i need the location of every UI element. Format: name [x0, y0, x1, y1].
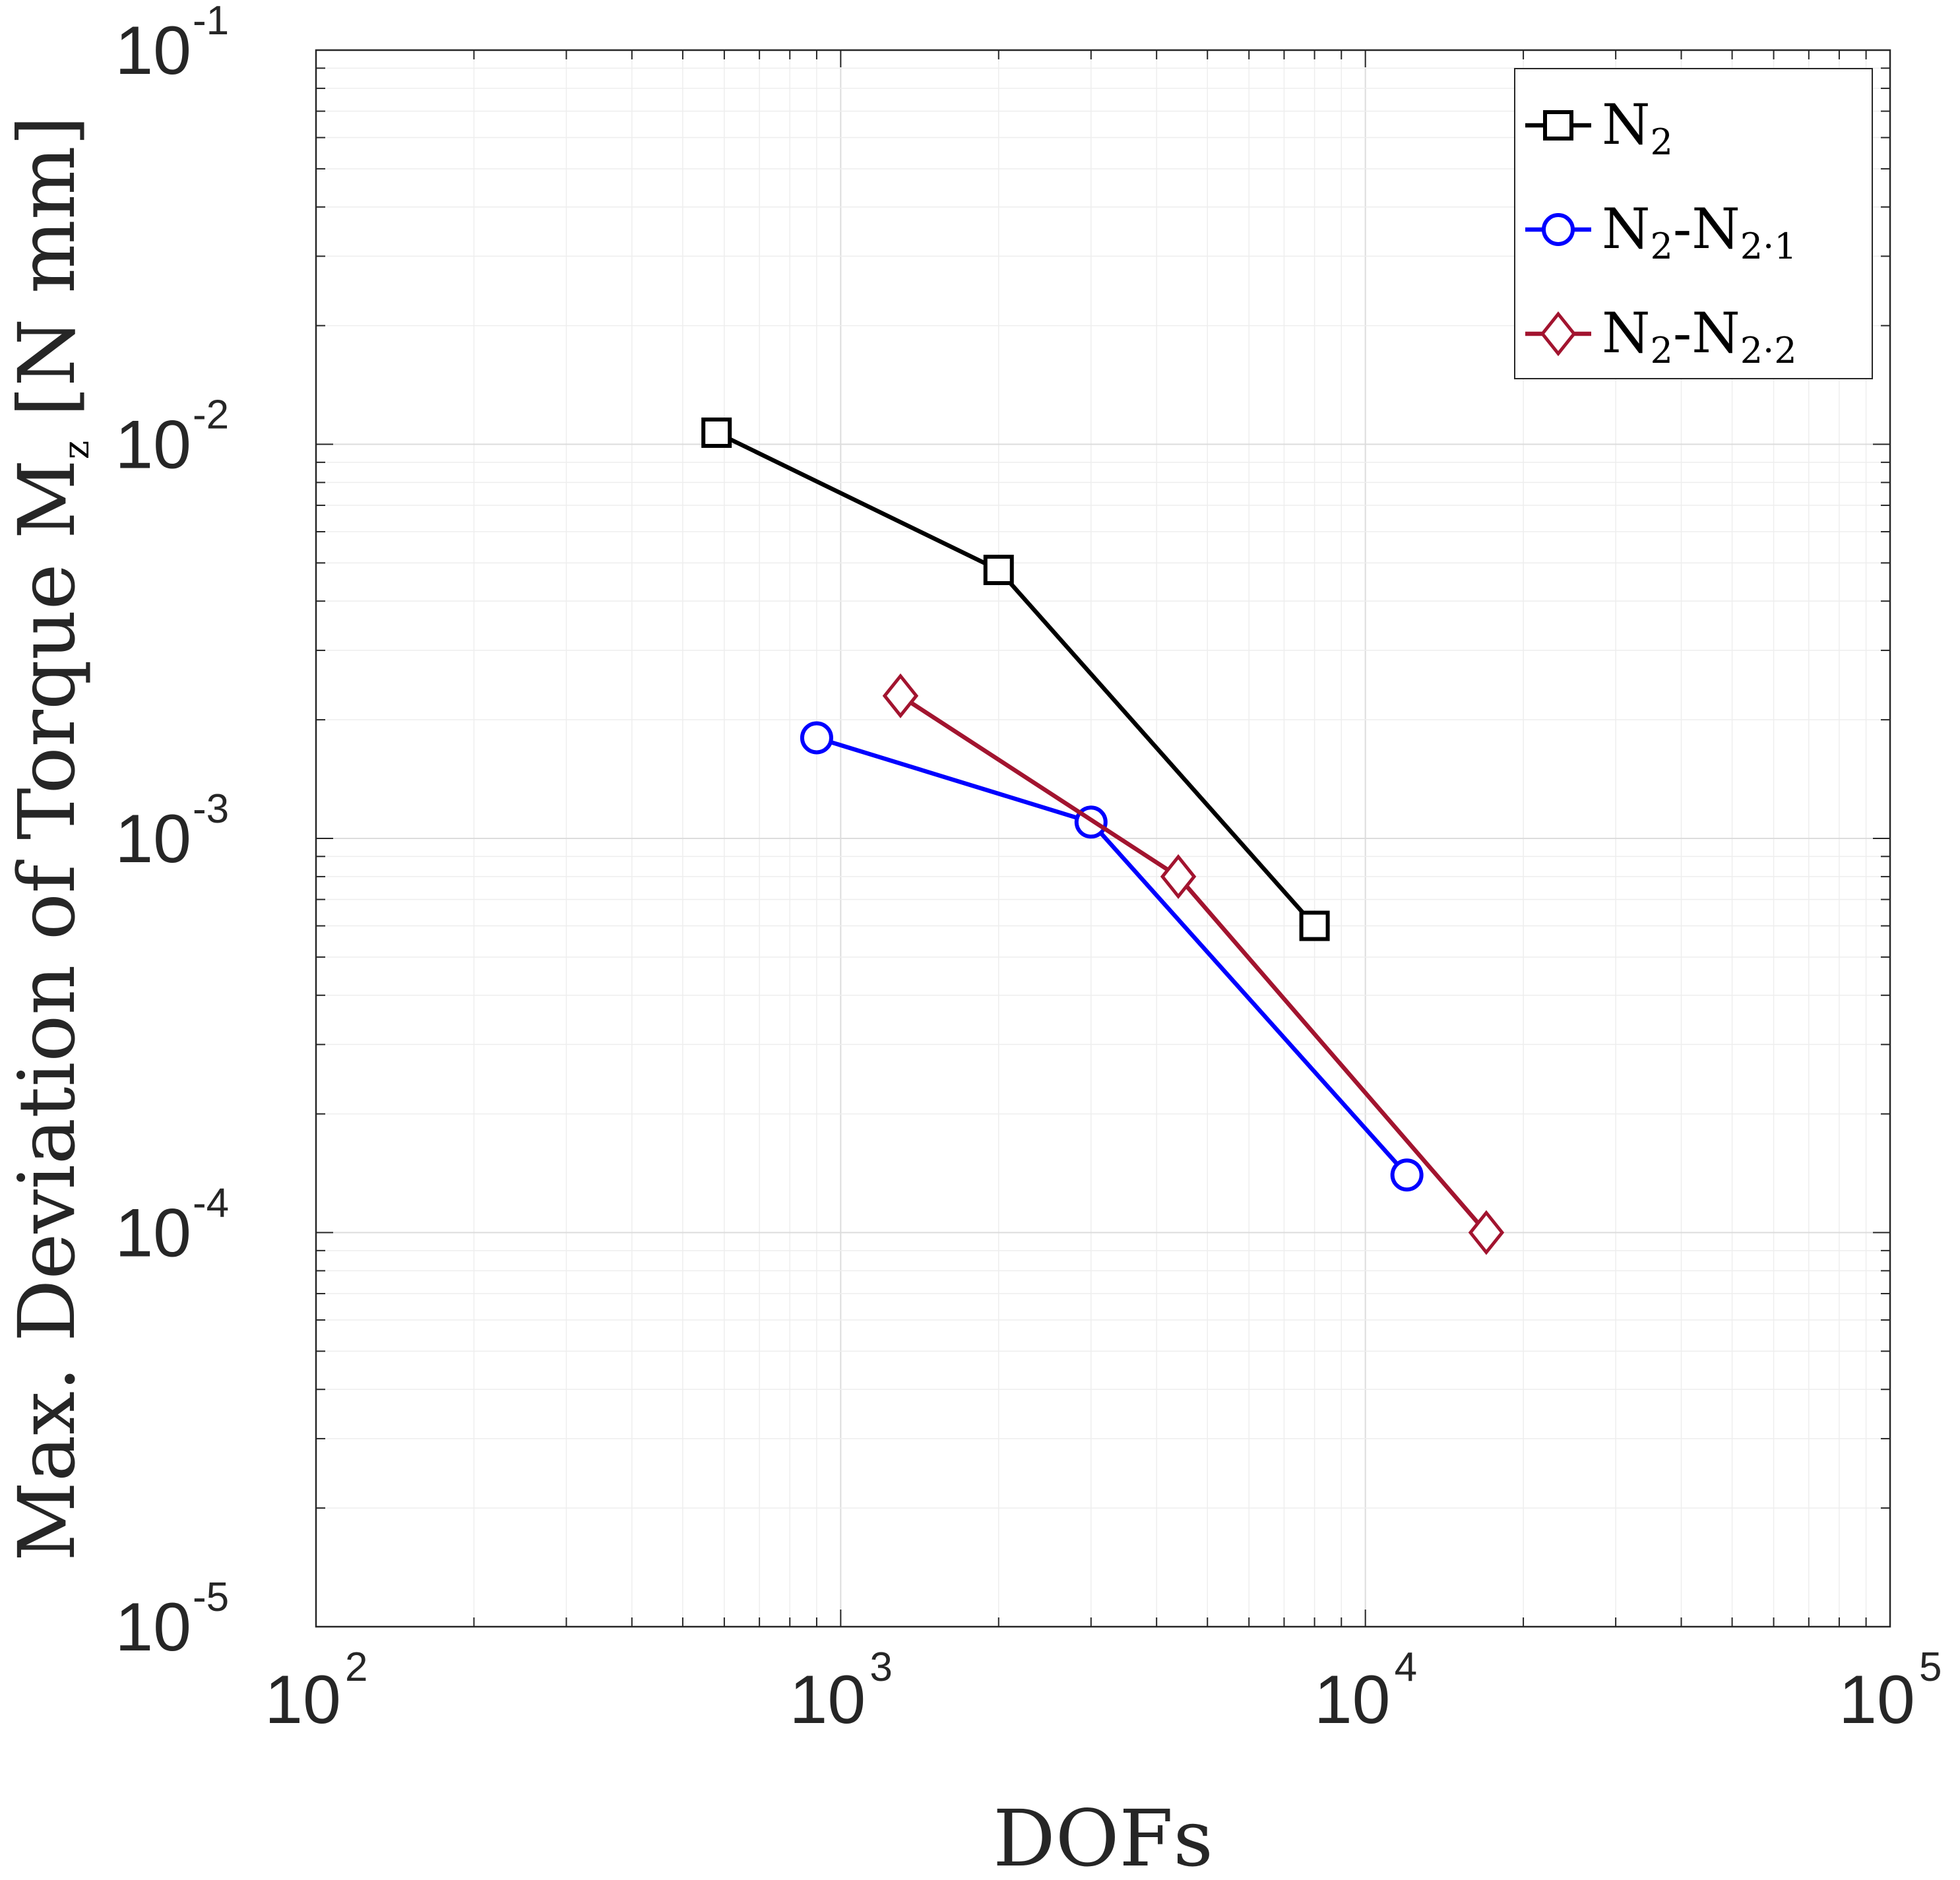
- y-tick-label: 10: [115, 407, 191, 484]
- legend-entry-1: N2-N2·1: [1525, 197, 1797, 267]
- x-tick-label: 10: [1314, 1662, 1391, 1738]
- y-tick-label: 10: [115, 801, 191, 877]
- x-tick-label: 10: [265, 1662, 341, 1738]
- y-tick-label-exponent: -2: [193, 392, 229, 438]
- legend-entry-2: N2-N2·2: [1525, 301, 1797, 371]
- y-axis-label-sub: z: [55, 441, 97, 459]
- series-2: [882, 673, 1505, 1255]
- series-0: [701, 417, 1330, 941]
- x-tick-label: 10: [1839, 1662, 1915, 1738]
- data-point-0-0: [701, 417, 732, 448]
- x-tick-label-exponent: 5: [1919, 1645, 1942, 1690]
- legend: N2 N2-N2·1 N2-N2·2: [1514, 68, 1873, 379]
- series-line-1: [815, 736, 1409, 1177]
- series-line-2: [899, 694, 1488, 1234]
- y-tick-label: 10: [115, 1195, 191, 1272]
- data-point-1-2: [1390, 1158, 1424, 1192]
- legend-marker-2: [1540, 311, 1577, 357]
- series-1: [800, 721, 1424, 1192]
- series-line-0: [715, 431, 1317, 927]
- legend-label-2: N2-N2·2: [1602, 301, 1797, 371]
- series-group: [701, 417, 1505, 1255]
- y-tick-label: 10: [115, 13, 191, 89]
- y-tick-label-exponent: -4: [193, 1181, 229, 1226]
- grid: [315, 50, 1890, 1627]
- axis-ticks: [315, 50, 1890, 1627]
- legend-marker-0: [1543, 110, 1573, 141]
- x-tick-label: 10: [789, 1662, 866, 1738]
- data-point-0-1: [983, 554, 1014, 585]
- legend-box: [1514, 68, 1873, 379]
- legend-marker-1: [1542, 213, 1575, 246]
- data-point-1-0: [800, 721, 833, 755]
- x-tick-label-exponent: 4: [1395, 1645, 1417, 1690]
- y-axis-label: Max. Deviation of Torque Mz [N mm]: [1, 115, 97, 1561]
- y-tick-label: 10: [115, 1589, 191, 1666]
- x-tick-label-exponent: 2: [345, 1645, 367, 1690]
- data-point-2-1: [1160, 854, 1197, 899]
- y-tick-label-exponent: -5: [193, 1575, 229, 1620]
- legend-label-1: N2-N2·1: [1602, 197, 1797, 267]
- legend-entry-0: N2: [1525, 92, 1673, 163]
- y-tick-label-exponent: -3: [193, 786, 229, 832]
- data-point-2-2: [1468, 1210, 1505, 1255]
- y-axis-label-main: Max. Deviation of Torque M: [1, 459, 92, 1561]
- y-axis-label-unit: [N mm]: [1, 115, 92, 417]
- legend-label-0: N2: [1602, 92, 1673, 163]
- tick-labels: 10 2 10 3 10 4 10 510 -110 -210 -310 -410 -5: [115, 0, 1942, 1738]
- x-axis-label: DOFs: [993, 1793, 1213, 1877]
- data-point-2-0: [882, 673, 919, 718]
- data-point-0-2: [1299, 910, 1330, 941]
- y-tick-label-exponent: -1: [193, 0, 229, 44]
- x-tick-label-exponent: 3: [869, 1645, 892, 1690]
